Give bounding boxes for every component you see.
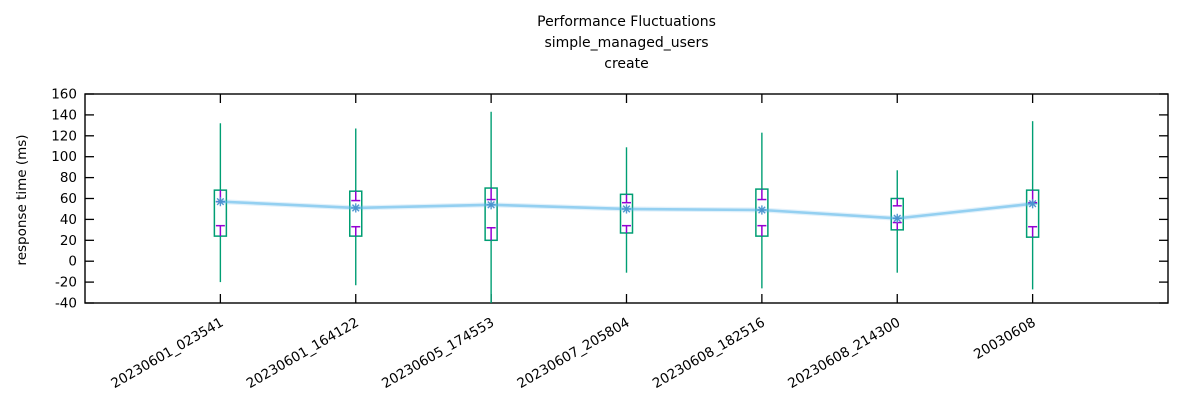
chart-title: Performance Fluctuations: [537, 14, 716, 30]
y-tick-label: -40: [55, 296, 77, 312]
x-tick-label: 20230607_205804: [515, 315, 633, 392]
x-tick-label: 20230608_214300: [785, 315, 903, 392]
y-axis-label: response time (ms): [14, 134, 30, 266]
mean-marker: [757, 205, 767, 215]
x-tick-label: 20230605_174553: [379, 315, 497, 392]
y-tick-label: 140: [51, 107, 77, 123]
mean-marker: [215, 197, 225, 207]
x-tick-label: 20230608_182516: [650, 315, 768, 392]
mean-marker: [892, 213, 902, 223]
chart-subtitle: simple_managed_users: [544, 35, 709, 51]
mean-marker-arm: [758, 206, 766, 214]
mean-marker-arm: [351, 204, 360, 212]
chart-title-block: Performance Fluctuations simple_managed_…: [85, 12, 1168, 75]
y-tick-label: 60: [60, 191, 77, 207]
mean-marker-arm: [1028, 199, 1037, 208]
y-tick-label: 100: [51, 149, 77, 165]
y-tick-label: -20: [55, 275, 77, 291]
y-tick-label: 0: [68, 254, 77, 270]
y-tick-label: 40: [60, 212, 77, 228]
mean-marker-arm: [487, 200, 495, 209]
mean-marker: [351, 203, 361, 213]
mean-marker: [621, 204, 632, 214]
mean-marker: [486, 200, 496, 210]
x-tick-label: 20230601_023541: [108, 315, 226, 392]
y-tick-label: 160: [51, 87, 77, 103]
mean-marker-arm: [622, 205, 631, 213]
mean-marker-arm: [893, 214, 902, 223]
y-tick-label: 20: [60, 233, 77, 249]
chart-subtitle-2: create: [604, 56, 649, 72]
y-tick-label: 120: [51, 128, 77, 144]
y-tick-label: 80: [60, 170, 77, 186]
mean-marker-arm: [216, 197, 225, 206]
mean-marker: [1028, 199, 1038, 209]
x-tick-label: 20230601_164122: [244, 315, 362, 392]
x-tick-label: 20030608: [971, 315, 1039, 363]
